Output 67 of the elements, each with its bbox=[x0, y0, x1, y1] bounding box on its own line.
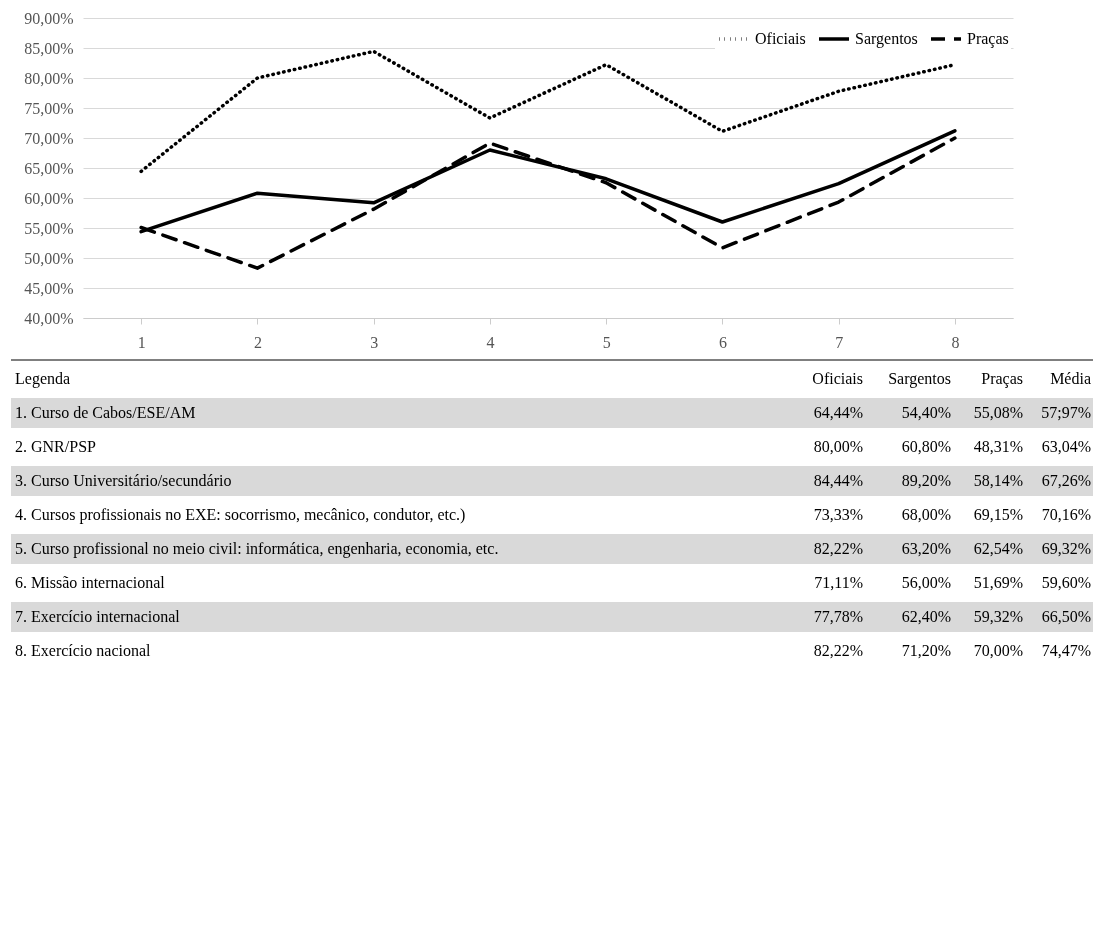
y-tick-label: 55,00% bbox=[24, 219, 74, 237]
text: 2. GNR/PSP bbox=[15, 438, 97, 455]
text: 77,78% bbox=[813, 608, 863, 625]
y-tick-label: 80,00% bbox=[24, 69, 74, 87]
text: 66,50% bbox=[1041, 608, 1091, 625]
text: 59,32% bbox=[973, 608, 1023, 625]
y-tick-label: 75,00% bbox=[24, 99, 74, 117]
text: 57;97% bbox=[1041, 404, 1091, 421]
y-tick-label: 70,00% bbox=[24, 129, 74, 147]
text: 6. Missão internacional bbox=[15, 574, 166, 591]
text: 8. Exercício nacional bbox=[15, 642, 152, 659]
text: 73,33% bbox=[813, 506, 863, 523]
x-tick-label: 5 bbox=[602, 333, 611, 351]
text: 89,20% bbox=[901, 472, 951, 489]
text: 74,47% bbox=[1041, 642, 1091, 659]
text: 82,22% bbox=[813, 540, 863, 557]
text: 4. Cursos profissionais no EXE: socorrismo, mecânico, condutor, etc.) bbox=[15, 506, 466, 524]
y-tick-label: 90,00% bbox=[24, 9, 74, 27]
text: 55,08% bbox=[973, 404, 1023, 421]
text: 71,20% bbox=[901, 642, 951, 659]
y-tick-label: 40,00% bbox=[24, 309, 74, 327]
text: 70,00% bbox=[973, 642, 1023, 659]
text: 63,20% bbox=[901, 540, 951, 557]
text: 62,54% bbox=[973, 540, 1023, 557]
text: 58,14% bbox=[973, 472, 1023, 489]
x-tick-label: 7 bbox=[835, 333, 844, 351]
y-tick-label: 45,00% bbox=[24, 279, 74, 297]
x-tick-label: 6 bbox=[718, 333, 727, 351]
text: 82,22% bbox=[813, 642, 863, 659]
x-tick-label: 3 bbox=[370, 333, 379, 351]
text: Legenda bbox=[15, 370, 71, 388]
y-tick-label: 60,00% bbox=[24, 189, 74, 207]
text: 5. Curso profissional no meio civil: informática, engenharia, economia, etc. bbox=[15, 540, 499, 558]
text: 3. Curso Universitário/secundário bbox=[15, 472, 232, 489]
text: Média bbox=[1050, 370, 1091, 387]
y-tick-label: 65,00% bbox=[24, 159, 74, 177]
y-tick-label: 50,00% bbox=[24, 249, 74, 267]
text: 67,26% bbox=[1041, 472, 1091, 489]
text: 7. Exercício internacional bbox=[15, 608, 181, 625]
text: 56,00% bbox=[901, 574, 951, 591]
legend-label: Oficiais bbox=[755, 30, 806, 47]
x-tick-label: 4 bbox=[486, 333, 495, 351]
text: 62,40% bbox=[901, 608, 951, 625]
text: Praças bbox=[981, 370, 1023, 388]
text: 70,16% bbox=[1041, 506, 1091, 523]
text: 59,60% bbox=[1041, 574, 1091, 591]
text: 69,15% bbox=[973, 506, 1023, 523]
text: 48,31% bbox=[973, 438, 1023, 455]
legend-label: Sargentos bbox=[855, 30, 918, 48]
text: 1. Curso de Cabos/ESE/AM bbox=[15, 404, 196, 421]
text: Oficiais bbox=[812, 370, 863, 387]
text: 71,11% bbox=[814, 574, 863, 591]
text: 69,32% bbox=[1041, 540, 1091, 557]
x-tick-label: 2 bbox=[253, 333, 262, 351]
text: 68,00% bbox=[901, 506, 951, 523]
text: 63,04% bbox=[1041, 438, 1091, 455]
text: 60,80% bbox=[901, 438, 951, 455]
text: 51,69% bbox=[973, 574, 1023, 591]
y-tick-label: 85,00% bbox=[24, 39, 74, 57]
text: 64,44% bbox=[813, 404, 863, 421]
text: Sargentos bbox=[888, 370, 951, 388]
legend-label: Praças bbox=[967, 30, 1009, 48]
text: 84,44% bbox=[813, 472, 863, 489]
text: 80,00% bbox=[813, 438, 863, 455]
text: 54,40% bbox=[901, 404, 951, 421]
x-tick-label: 8 bbox=[951, 333, 960, 351]
x-tick-label: 1 bbox=[137, 333, 146, 351]
